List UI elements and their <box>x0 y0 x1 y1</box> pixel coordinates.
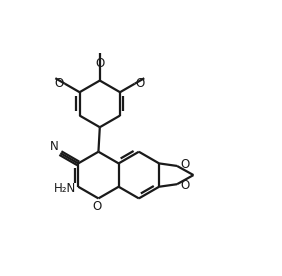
Text: O: O <box>55 77 64 90</box>
Text: N: N <box>49 140 58 153</box>
Text: O: O <box>180 179 190 192</box>
Text: O: O <box>92 200 102 213</box>
Text: H₂N: H₂N <box>54 182 76 195</box>
Text: O: O <box>95 57 104 70</box>
Text: O: O <box>136 77 145 90</box>
Text: O: O <box>180 158 190 171</box>
